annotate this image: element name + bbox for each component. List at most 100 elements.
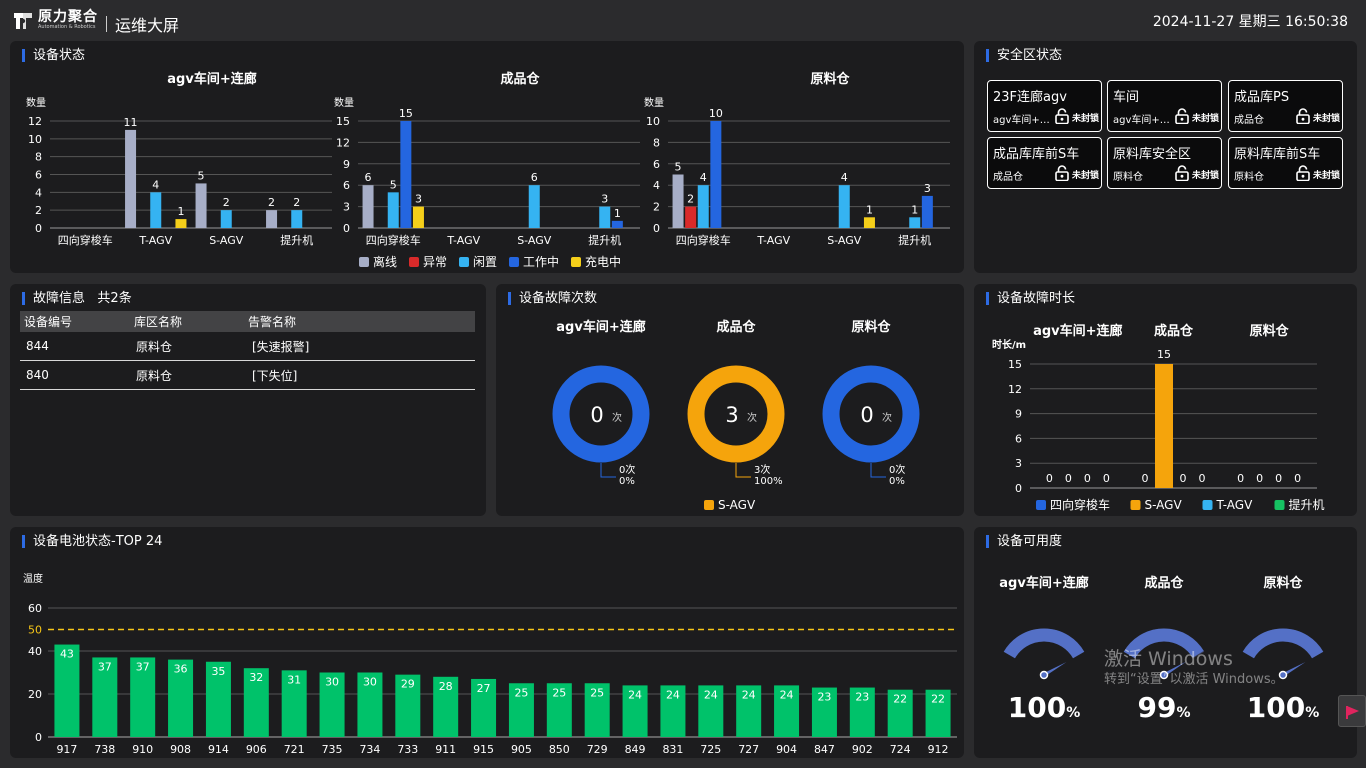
x-tick-label: 724 <box>890 743 911 756</box>
data-label: 25 <box>590 686 604 699</box>
donut-unit: 次 <box>612 411 622 424</box>
data-label: 31 <box>287 673 301 686</box>
x-tick-label: 733 <box>397 743 418 756</box>
group-title: agv车间+连廊 <box>1033 323 1122 339</box>
donut-title: 成品仓 <box>716 319 756 335</box>
data-label: 37 <box>98 660 112 673</box>
bar-闲置 <box>838 185 850 228</box>
feedback-flag-button[interactable] <box>1338 695 1366 727</box>
y-tick-label: 2 <box>653 201 660 214</box>
y-tick-label: 8 <box>653 136 660 149</box>
data-label: 0 <box>1237 472 1244 485</box>
data-label: 0 <box>1256 472 1263 485</box>
panel-title: 设备故障次数 <box>508 292 597 305</box>
bar-工作中 <box>921 195 933 228</box>
donut-leader-line <box>600 463 616 478</box>
table-row[interactable]: 844 原料仓 [失速报警] <box>20 332 475 361</box>
bar-充电中 <box>412 206 424 228</box>
zone-name: 成品库库前S车 <box>993 147 1080 162</box>
y-tick-label: 15 <box>1008 358 1022 371</box>
y-tick-label: 9 <box>1015 408 1022 421</box>
legend-label: 离线 <box>373 254 397 269</box>
bar-离线 <box>672 174 684 228</box>
donut-pct-label: 0% <box>619 476 635 487</box>
cell-area: 原料仓 <box>136 368 173 383</box>
zone-card[interactable]: 原料库库前S车 原料仓 未封锁 <box>1228 137 1343 189</box>
battery-bar <box>205 661 231 737</box>
zone-card[interactable]: 23F连廊agv agv车间+连廊 未封锁 <box>987 80 1102 132</box>
x-tick-label: 917 <box>56 743 77 756</box>
logo: 原力聚合 Automation & Robotics <box>12 9 98 31</box>
availability-gauges: agv车间+连廊 100% 成品仓 99% 原料仓 100% <box>999 575 1324 724</box>
legend-label: 四向穿梭车 <box>1050 497 1110 512</box>
y-axis-label: 数量 <box>644 96 664 109</box>
data-label: 25 <box>514 686 528 699</box>
x-tick-label: S-AGV <box>209 234 244 247</box>
battery-bar <box>357 672 383 737</box>
watermark-line2: 转到“设置”以激活 Windows。 <box>1104 671 1284 687</box>
y-tick-label: 40 <box>28 645 42 658</box>
table-row[interactable]: 840 原料仓 [下失位] <box>20 361 475 390</box>
data-label: 43 <box>60 648 74 661</box>
donut-count-label: 0次 <box>619 463 635 476</box>
gauge-value: 100% <box>1247 691 1319 724</box>
data-label: 0 <box>1180 472 1187 485</box>
bar-工作中 <box>400 121 412 228</box>
x-tick-label: 提升机 <box>898 233 931 247</box>
bar-闲置 <box>387 192 399 228</box>
zone-card[interactable]: 成品库库前S车 成品仓 未封锁 <box>987 137 1102 189</box>
x-tick-label: 725 <box>700 743 721 756</box>
battery-chart: 温度 0 20 40 60 50 43 917 37 738 37 910 36 908 35 914 32 90… <box>23 572 957 756</box>
data-label: 0 <box>1103 472 1110 485</box>
data-label: 0 <box>1199 472 1206 485</box>
zone-area: agv车间+连廊 <box>1113 115 1175 126</box>
donut-leader-line <box>870 463 886 478</box>
data-label: 1 <box>177 205 184 218</box>
cell-area: 原料仓 <box>136 339 173 354</box>
y-tick-label: 0 <box>35 222 42 235</box>
donut-value: 0 <box>590 403 603 427</box>
donut-value: 0 <box>860 403 873 427</box>
data-label: 35 <box>211 665 225 678</box>
legend-swatch <box>571 257 581 267</box>
zone-card[interactable]: 成品库PS 成品仓 未封锁 <box>1228 80 1343 132</box>
battery-bar <box>660 685 686 737</box>
watermark-line1: 激活 Windows <box>1104 648 1233 670</box>
legend-swatch <box>1274 500 1285 510</box>
chart-title: agv车间+连廊 <box>167 71 256 87</box>
data-label: 1 <box>866 203 873 216</box>
y-tick-label: 4 <box>653 179 660 192</box>
panel-device-status: 设备状态 agv车间+连廊 数量 0 2 4 6 8 10 12 四向穿梭车 T-AGV S-AGV 提… <box>10 41 964 273</box>
gauge-title: 原料仓 <box>1263 575 1303 591</box>
legend-label: 提升机 <box>1289 497 1325 512</box>
data-label: 10 <box>709 107 723 120</box>
y-tick-label: 3 <box>1015 457 1022 470</box>
data-label: 29 <box>401 678 415 691</box>
legend-swatch <box>509 257 519 267</box>
zone-card[interactable]: 车间 agv车间+连廊 未封锁 <box>1107 80 1222 132</box>
chart-title: 原料仓 <box>810 71 850 87</box>
battery-bar <box>471 678 497 737</box>
donut-title: 原料仓 <box>851 319 891 335</box>
y-axis-label: 数量 <box>334 96 354 109</box>
gauge-number: 100 <box>1008 691 1066 724</box>
fault-table: 设备编号 库区名称 告警名称 844 原料仓 [失速报警] 840 原料仓 [下… <box>20 311 475 390</box>
zone-status: 未封锁 <box>1313 171 1341 181</box>
zone-area: 原料仓 <box>1234 172 1264 183</box>
donut-pct-label: 0% <box>889 476 905 487</box>
data-label: 3 <box>415 193 422 206</box>
x-tick-label: 734 <box>359 743 380 756</box>
y-axis-label: 温度 <box>23 572 43 585</box>
x-tick-label: T-AGV <box>446 234 480 247</box>
bar-离线 <box>266 210 278 228</box>
data-label: 24 <box>628 688 642 701</box>
gauge-needle <box>1283 662 1306 677</box>
panel-availability: 设备可用度 agv车间+连廊 100% 成品仓 99% 原料仓 100% <box>974 527 1357 758</box>
y-axis-label: 数量 <box>26 96 46 109</box>
panel-title: 设备可用度 <box>986 535 1062 548</box>
data-label: 0 <box>1142 472 1149 485</box>
bar-闲置 <box>909 217 921 228</box>
data-label: 6 <box>531 171 538 184</box>
zone-card[interactable]: 原料库安全区 原料仓 未封锁 <box>1107 137 1222 189</box>
data-label: 22 <box>931 693 945 706</box>
